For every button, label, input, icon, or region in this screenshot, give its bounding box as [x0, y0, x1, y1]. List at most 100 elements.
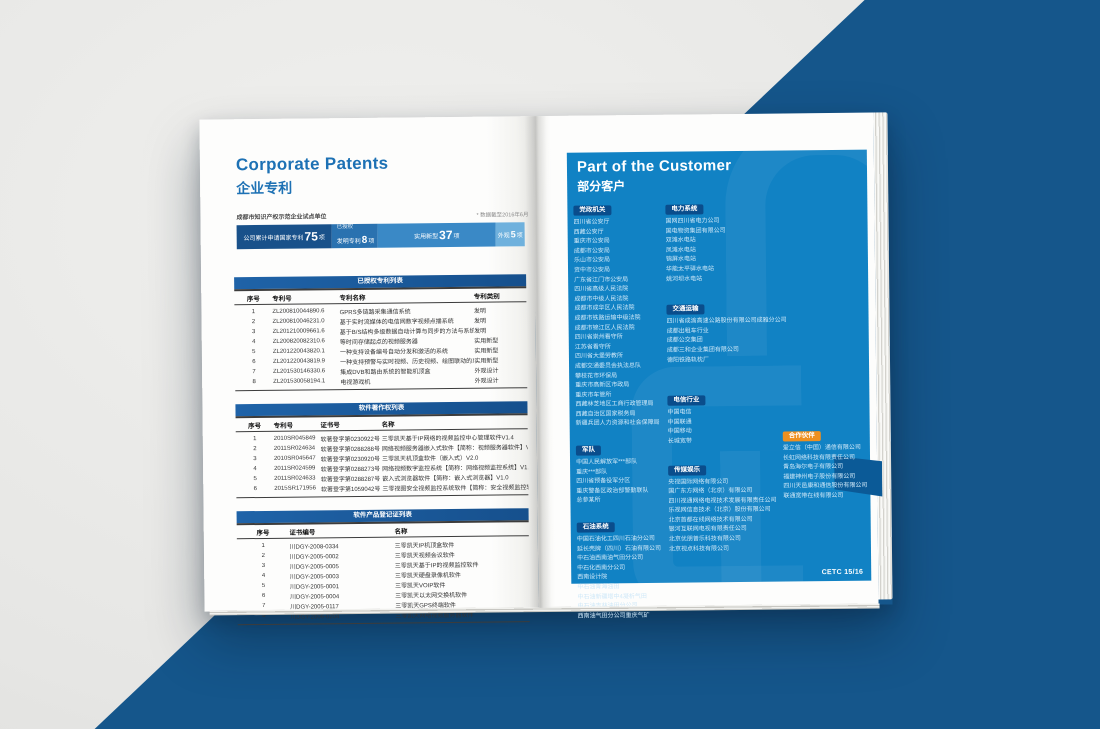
customer-section: 交通运输 四川省成渝高速公路股份有限公司成雅分公司 成都出租车行业 成都公交集团 成都三…: [666, 297, 787, 366]
table-cell: 嵌入式浏览器软件【简称：嵌入式浏览器】V1.0: [382, 474, 509, 483]
customer-section: 合作伙伴爱立信（中国）通信有限公司 长虹网络科技有限责任公司 青岛海尔电子有限公司福…: [782, 424, 868, 502]
customer-item: 姚河坝水电站: [666, 275, 703, 283]
table-row: 8 ZL201530058194.1 电视游戏机 外观设计: [235, 374, 527, 387]
stat-label: 外观: [497, 232, 510, 239]
customer-list: 国网四川省电力公司 国电物资集团有限公司 双滩水电站 凤滩水电站 锦屏水电站 华能太平驿水…: [665, 217, 782, 285]
customer-section: 传媒娱乐 央视国际网络有限公司 国广东方网络（北京）有限公司 四川视通网络电视技术发展…: [668, 457, 785, 555]
page-title-zh: 部分客户: [577, 179, 626, 194]
stat-segment: 公司累计申请国家专利 75 项: [236, 224, 332, 250]
right-page: Part of the Customer 部分客户 党政机关 四川省公安厅 西藏公安…: [533, 112, 878, 619]
table-cell: 实用新型: [474, 347, 499, 355]
table-cell: ZL201220043820.1: [272, 348, 325, 355]
left-page-content: Corporate Patents 企业专利 成都市知识产权示范企业试点单位 *…: [234, 152, 533, 638]
table-cell: 3: [251, 329, 256, 336]
table-cell: 2015SR171956: [274, 485, 317, 492]
table-cell: ZL201220043819.9: [272, 358, 326, 365]
patent-table: 软件产品登记证列表 序号 证书编号 名称 1 川DGY-2008-0334 三零凯天IP机顶…: [236, 508, 530, 626]
table-cell: 三零凯天网络视频服务器软件: [395, 612, 474, 620]
table-cell: 川DGY-2005-0117: [290, 603, 339, 611]
table-cell: 5: [252, 349, 256, 356]
table-cell: 实用新型: [474, 357, 499, 365]
table-cell: 软著登字第0288287号: [320, 476, 381, 483]
customer-item: 联通宽带在线有限公司: [783, 492, 844, 500]
category-badge: 电力系统: [665, 204, 704, 215]
page-title-en: Part of the Customer: [576, 157, 732, 176]
table-cell: 外观设计: [474, 367, 499, 375]
table-cell: 川DGY-2005-0004: [289, 593, 340, 601]
table-cell: 2010SR045849: [273, 435, 316, 442]
subtitle-row: 成都市知识产权示范企业试点单位 * 数据截至2016年6月: [236, 209, 528, 221]
customer-item: 中石油吉林油田分公司: [577, 603, 638, 610]
table-cell: 2011SR024633: [274, 475, 316, 482]
table-cell: ZL200820082310.6: [272, 338, 325, 345]
customer-list: 爱立信（中国）通信有限公司 长虹网络科技有限责任公司 青岛海尔电子有限公司 福建神州电…: [783, 444, 868, 502]
column-header: 序号: [248, 422, 262, 430]
stat-pre: 已授权: [336, 223, 354, 230]
table-cell: ZL200810046231.0: [272, 318, 325, 325]
customer-item: 爱立信（中国）通信有限公司: [782, 444, 861, 452]
column-header: 证书号: [320, 421, 340, 429]
customer-item: 西藏林芝地区工商行政管理局: [575, 401, 654, 408]
patent-stats-bar: 公司累计申请国家专利 75 项已授权 发明专利8项 实用新型 37 项外观 5 项: [236, 222, 525, 250]
category-badge: 石油系统: [576, 522, 615, 533]
stat-unit: 项: [516, 232, 523, 239]
table-cell: 2: [253, 446, 257, 453]
table-cell: 软著登字第0230922号: [320, 436, 380, 443]
table-cell: ZL201530058194.1: [273, 378, 326, 385]
table-cell: 2: [261, 552, 265, 559]
table-cell: 川DGY-2006-0204: [290, 613, 340, 621]
table-cell: 5: [253, 476, 257, 483]
stat-segment: 外观 5 项: [495, 222, 525, 247]
column-header: 序号: [256, 529, 270, 537]
table-cell: 5: [261, 582, 266, 589]
category-badge: 交通运输: [666, 304, 705, 315]
table-cell: 软著登字第0230920号: [320, 456, 381, 463]
table-cell: 三零凯天IP机顶盒软件: [394, 542, 455, 550]
table-cell: 三零凯天GPS终端软件: [395, 602, 456, 610]
column-header: 专利类别: [473, 292, 500, 301]
customer-list: 中国电信 中国联通 中国移动 长城宽带: [667, 408, 783, 448]
table-cell: 2: [251, 319, 256, 326]
table-cell: 川DGY-2005-0001: [289, 583, 340, 591]
table-cell: 1: [251, 309, 256, 316]
table-cell: 7: [262, 602, 266, 609]
stat-label: 公司累计申请国家专利: [243, 235, 304, 242]
table-cell: 电视游戏机: [340, 379, 371, 386]
column-header: 名称: [394, 527, 408, 536]
table-body: 1 ZL200810044890.6 GPRS多链路采集通信系统 发明 2 ZL20081…: [234, 302, 528, 392]
table-cell: 一种支持预警与实时视频、历史视频、绘图联动的系统: [340, 358, 475, 366]
category-badge: 军队: [575, 445, 601, 456]
table-cell: 4: [261, 572, 266, 579]
column-header: 序号: [246, 295, 260, 303]
column-header: 专利号: [273, 422, 294, 430]
table-row: 7 川DGY-2005-0117 三零凯天GPS终端软件: [237, 598, 529, 611]
table-row: 8 川DGY-2006-0204 三零凯天网络视频服务器软件: [238, 608, 530, 621]
table-cell: ZL201210009661.6: [272, 328, 325, 335]
table-cell: 川DGY-2005-0002: [289, 553, 339, 561]
table-cell: 川DGY-2005-0003: [289, 573, 339, 581]
table-cell: 2011SR024599: [274, 465, 316, 472]
category-badge: 电信行业: [667, 395, 706, 406]
customer-item: 西南油气田分公司重庆气矿: [577, 612, 650, 620]
data-note: * 数据截至2016年6月: [476, 212, 529, 219]
table-cell: 6: [252, 359, 256, 366]
customer-item: 四川天邑康和通信股份有限公司: [783, 483, 868, 490]
table-cell: GPRS多链路采集通信系统: [339, 308, 411, 316]
table-cell: 发明: [474, 328, 487, 335]
customer-list: 中国石油化工四川石油分公司 延长壳牌（四川）石油有限公司 中石油西南油气田分公司 中石…: [577, 535, 668, 622]
table-cell: 软著登字第0288273号: [320, 466, 381, 473]
customer-item: 德阳铁路轨枕厂: [666, 356, 710, 364]
table-cell: 三零视图安全视频监控系统软件【简称：安全视频监控软件】V2.0: [382, 484, 529, 493]
stat-value: 8: [361, 234, 368, 246]
table-cell: 基于实时流媒体的电信网数字视频点播系统: [339, 318, 454, 326]
table-cell: 1: [253, 436, 257, 443]
category-badge: 党政机关: [573, 205, 612, 216]
customer-list: 央视国际网络有限公司 国广东方网络（北京）有限公司 四川视通网络电视技术发展有限责任…: [668, 477, 785, 555]
stat-value: 5: [510, 228, 516, 239]
table-cell: 等时间存储起点的视频服务器: [339, 338, 418, 346]
table-row: 6 2015SR171956 软著登字第1059042号 三零视图安全视频监控系统软件…: [236, 481, 529, 494]
customer-item: 乐视网信息技术（北京）股份有限公司: [668, 506, 771, 515]
page-title-en: Corporate Patents: [235, 153, 389, 175]
table-cell: 三零凯天以太网交换机软件: [395, 592, 468, 600]
category-badge: 合作伙伴: [782, 431, 821, 442]
